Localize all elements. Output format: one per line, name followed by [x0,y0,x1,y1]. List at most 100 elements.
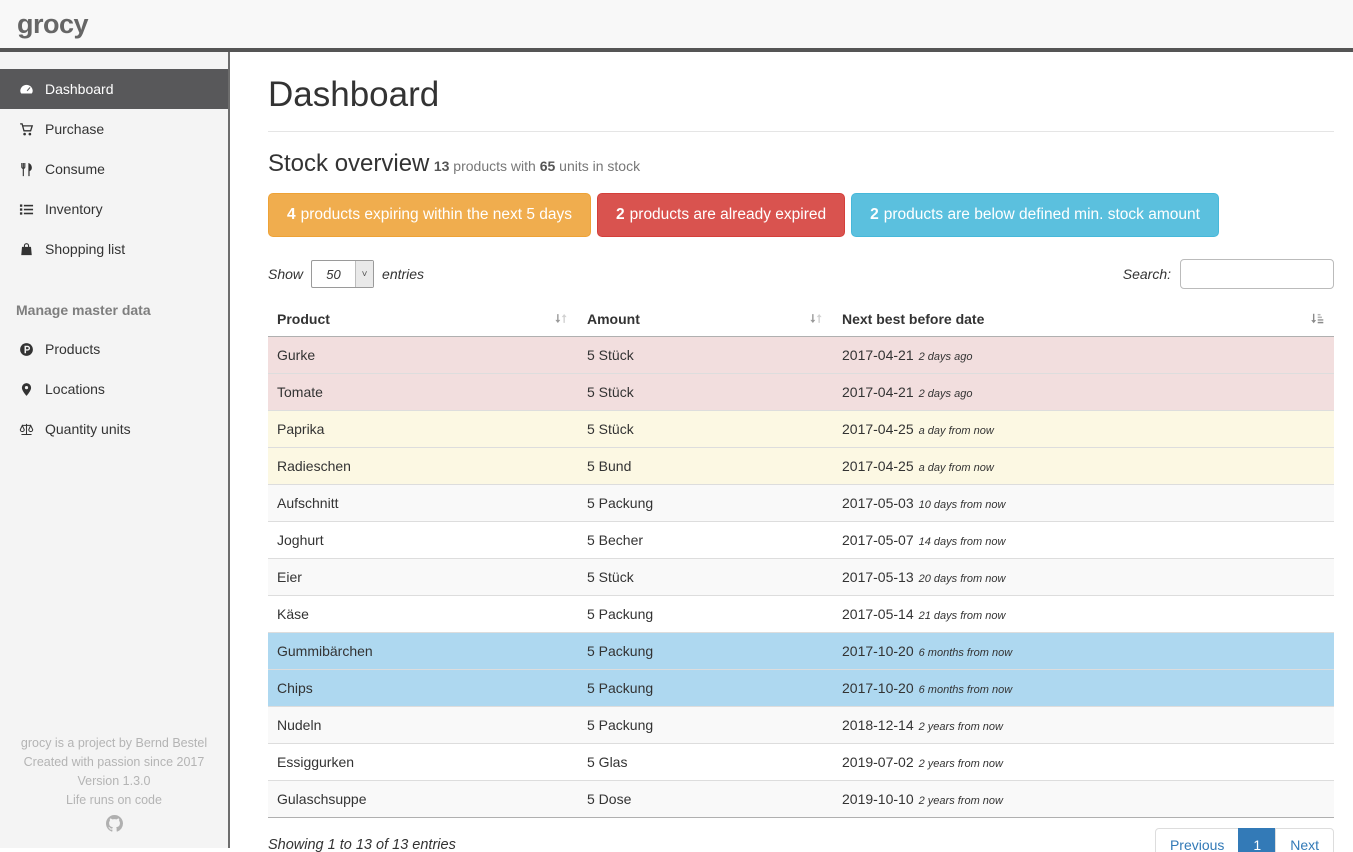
footer-line: Life runs on code [66,793,162,807]
sidebar-nav-master: Products Locations Quantity units [0,329,228,449]
table-row: Chips 5 Packung 2017-10-20 6 months from no… [268,669,1334,707]
relative-time: a day from now [918,462,994,474]
amount-cell: 5 Stück [578,373,833,411]
sort-amount-asc-icon [1310,311,1324,328]
product-cell: Chips [268,669,578,707]
shopping-bag-icon [16,242,37,257]
table-row: Radieschen 5 Bund 2017-04-25 a day from now [268,447,1334,485]
relative-time: 2 years from now [918,721,1003,733]
cutlery-icon [16,162,37,177]
relative-time: 14 days from now [918,536,1006,548]
alert-text: products are already expired [629,206,827,223]
relative-time: 20 days from now [918,573,1006,585]
product-cell: Gurke [268,336,578,374]
products-count: 13 [433,158,450,174]
sidebar-item-dashboard[interactable]: Dashboard [0,69,228,109]
entries-label: entries [382,266,425,282]
amount-cell: 5 Stück [578,410,833,448]
page-title: Dashboard [268,75,440,114]
table-row: Gulaschsuppe 5 Dose 2019-10-10 2 years from… [268,780,1334,818]
best-before-cell: 2017-10-20 6 months from now [833,632,1334,670]
alert-products-are-already-expired[interactable]: 2 products are already expired [597,193,846,237]
main-content: Dashboard Stock overview 13 products wit… [230,52,1353,852]
product-cell: Gulaschsuppe [268,780,578,818]
alert-count: 2 [616,206,625,223]
best-before-cell: 2017-04-25 a day from now [833,447,1334,485]
product-cell: Essiggurken [268,743,578,781]
alert-count: 2 [870,206,879,223]
sidebar-footer-text: grocy is a project by Bernd Bestel Create… [0,734,228,810]
page-layout: Dashboard Purchase Consume Inventory Shoppin… [0,52,1353,852]
column-header-next-best-before-date[interactable]: Next best before date [833,303,1334,337]
amount-cell: 5 Stück [578,558,833,596]
best-before-cell: 2017-04-25 a day from now [833,410,1334,448]
alert-products-are-below-defined-min[interactable]: 2 products are below defined min. stock a… [851,193,1219,237]
list-icon [16,202,37,217]
relative-time: 10 days from now [918,499,1006,511]
best-before-cell: 2017-04-21 2 days ago [833,336,1334,374]
tachometer-icon [16,82,37,97]
best-before-cell: 2017-05-03 10 days from now [833,484,1334,522]
best-before-cell: 2017-10-20 6 months from now [833,669,1334,707]
sidebar-item-consume[interactable]: Consume [0,149,228,189]
map-marker-icon [16,382,37,397]
table-row: Gummibärchen 5 Packung 2017-10-20 6 months … [268,632,1334,670]
relative-time: 6 months from now [918,684,1013,696]
page-button-next[interactable]: Next [1275,828,1334,852]
app-logo[interactable]: grocy [17,8,89,39]
stock-overview-heading: Stock overview 13 products with 65 units… [268,150,641,177]
sidebar-item-inventory[interactable]: Inventory [0,189,228,229]
page-button-1[interactable]: 1 [1238,828,1277,852]
chevron-down-icon: ˅ [355,261,374,287]
sidebar-item-locations[interactable]: Locations [0,369,228,409]
page-button-previous[interactable]: Previous [1154,828,1240,852]
search-label: Search: [1122,266,1171,282]
github-icon[interactable] [105,815,123,838]
column-header-amount[interactable]: Amount [578,303,833,337]
relative-time: a day from now [918,425,994,437]
amount-cell: 5 Bund [578,447,833,485]
table-footer: Showing 1 to 13 of 13 entries Previous 1 N… [268,828,1334,852]
search-input[interactable] [1180,259,1334,289]
product-cell: Tomate [268,373,578,411]
column-header-product[interactable]: Product [268,303,578,337]
stock-table-header-row: Product Amount Next best before date [268,303,1334,337]
sort-unsorted-icon [554,311,568,328]
relative-time: 2 days ago [918,388,973,400]
column-label: Next best before date [842,311,985,327]
best-before-cell: 2017-04-21 2 days ago [833,373,1334,411]
stock-alerts: 4 products expiring within the next 5 day… [268,193,1334,237]
table-row: Nudeln 5 Packung 2018-12-14 2 years from no… [268,706,1334,744]
best-before-cell: 2017-05-13 20 days from now [833,558,1334,596]
product-cell: Paprika [268,410,578,448]
table-row: Essiggurken 5 Glas 2019-07-02 2 years from … [268,743,1334,781]
relative-time: 2 days ago [918,351,973,363]
sidebar-footer: grocy is a project by Bernd Bestel Create… [0,734,228,838]
shopping-cart-icon [16,122,37,137]
table-row: Tomate 5 Stück 2017-04-21 2 days ago [268,373,1334,411]
table-row: Paprika 5 Stück 2017-04-25 a day from now [268,410,1334,448]
sidebar-item-purchase[interactable]: Purchase [0,109,228,149]
stock-table: Product Amount Next best before date Gurke… [268,303,1334,818]
table-row: Käse 5 Packung 2017-05-14 21 days from now [268,595,1334,633]
alert-text: products expiring within the next 5 days [300,206,573,223]
best-before-cell: 2017-05-07 14 days from now [833,521,1334,559]
sidebar: Dashboard Purchase Consume Inventory Shoppin… [0,52,230,848]
amount-cell: 5 Stück [578,336,833,374]
alert-text: products are below defined min. stock am… [883,206,1200,223]
best-before-cell: 2018-12-14 2 years from now [833,706,1334,744]
sidebar-item-label: Locations [45,381,105,397]
relative-time: 2 years from now [918,758,1003,770]
alert-products-expiring-within-the-n[interactable]: 4 products expiring within the next 5 day… [268,193,592,237]
pagination: Previous 1 Next [1154,828,1334,852]
title-divider [268,131,1334,132]
sidebar-item-shopping-list[interactable]: Shopping list [0,229,228,269]
sidebar-item-products[interactable]: Products [0,329,228,369]
table-info: Showing 1 to 13 of 13 entries [268,837,456,852]
sidebar-item-quantity-units[interactable]: Quantity units [0,409,228,449]
sidebar-item-label: Quantity units [45,421,131,437]
page-length-select[interactable]: 50 ˅ [311,260,375,288]
sidebar-item-label: Shopping list [45,241,126,257]
sort-unsorted-icon [809,311,823,328]
best-before-cell: 2019-07-02 2 years from now [833,743,1334,781]
